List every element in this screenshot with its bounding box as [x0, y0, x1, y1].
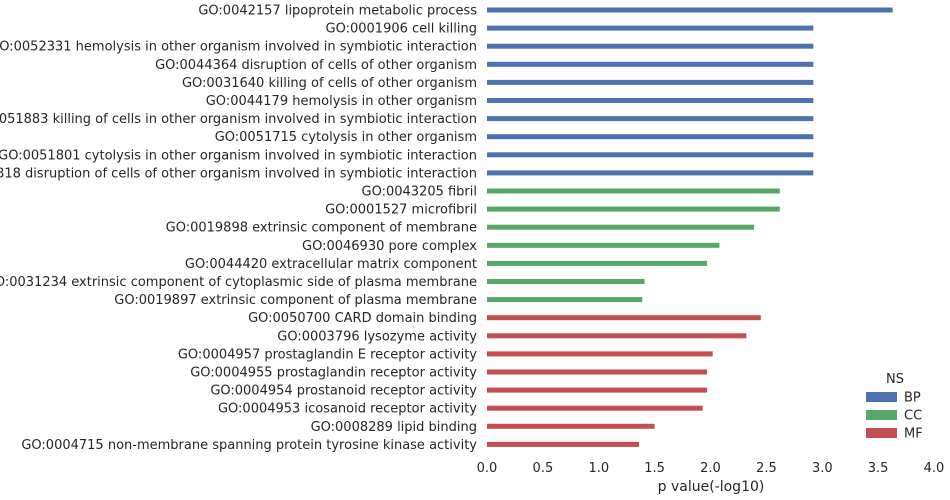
legend-label-mf: MF [904, 427, 923, 442]
bar-1 [487, 7, 893, 13]
category-label-25: GO:0004715 non-membrane spanning protein… [21, 438, 477, 453]
x-tick-label-4: 1.5 [644, 461, 665, 476]
category-label-7: GO:0051883 killing of cells in other org… [0, 112, 477, 127]
bar-20 [487, 351, 713, 357]
bar-21 [487, 369, 708, 375]
category-label-21: GO:0004955 prostaglandin receptor activi… [190, 366, 477, 381]
bars-group [487, 7, 893, 447]
bar-4 [487, 61, 814, 67]
category-label-13: GO:0019898 extrinsic component of membra… [166, 221, 477, 236]
category-label-4: GO:0044364 disruption of cells of other … [155, 58, 477, 73]
bar-14 [487, 242, 720, 248]
legend-swatch-cc [866, 410, 897, 420]
category-label-2: GO:0001906 cell killing [326, 22, 477, 37]
x-tick-label-1: 0.0 [477, 461, 498, 476]
category-label-16: GO:0031234 extrinsic component of cytopl… [0, 275, 477, 290]
legend-label-cc: CC [904, 409, 922, 424]
category-label-22: GO:0004954 prostanoid receptor activity [210, 384, 477, 399]
bar-13 [487, 224, 755, 230]
x-tick-label-3: 1.0 [588, 461, 609, 476]
bar-6 [487, 98, 814, 103]
x-tick-label-6: 2.5 [756, 461, 777, 476]
bar-10 [487, 170, 814, 176]
legend: NS BP CC MF [866, 372, 923, 442]
legend-label-bp: BP [904, 391, 921, 406]
x-tick-label-9: 4.0 [924, 461, 945, 476]
bar-18 [487, 315, 761, 321]
bar-19 [487, 333, 747, 339]
legend-swatch-bp [866, 392, 897, 402]
category-label-20: GO:0004957 prostaglandin E receptor acti… [178, 347, 477, 362]
category-label-14: GO:0046930 pore complex [302, 239, 477, 254]
bar-22 [487, 387, 708, 393]
x-tick-label-5: 2.0 [700, 461, 721, 476]
x-tick-label-8: 3.5 [868, 461, 889, 476]
category-label-17: GO:0019897 extrinsic component of plasma… [114, 293, 477, 308]
category-label-19: GO:0003796 lysozyme activity [277, 329, 477, 344]
bar-2 [487, 25, 814, 31]
x-tick-label-2: 0.5 [533, 461, 554, 476]
bar-9 [487, 152, 814, 158]
category-label-5: GO:0031640 killing of cells of other org… [182, 76, 477, 91]
bar-23 [487, 405, 703, 411]
bar-5 [487, 79, 814, 85]
bar-17 [487, 297, 643, 303]
bar-12 [487, 206, 780, 212]
legend-swatch-mf [866, 428, 897, 438]
bar-24 [487, 423, 655, 429]
category-label-3: GO:0052331 hemolysis in other organism i… [0, 40, 477, 55]
category-label-12: GO:0001527 microfibril [325, 203, 477, 218]
x-axis-label: p value(-log10) [658, 479, 765, 495]
bar-25 [487, 441, 639, 447]
category-label-1: GO:0042157 lipoprotein metabolic process [198, 4, 477, 19]
category-label-10: GO:0051818 disruption of cells of other … [0, 166, 477, 181]
category-label-15: GO:0044420 extracellular matrix componen… [185, 257, 477, 272]
legend-title: NS [886, 372, 904, 387]
bar-7 [487, 116, 814, 122]
category-label-23: GO:0004953 icosanoid receptor activity [218, 402, 477, 417]
bar-11 [487, 188, 780, 194]
category-label-9: GO:0051801 cytolysis in other organism i… [0, 148, 477, 163]
category-label-8: GO:0051715 cytolysis in other organism [215, 130, 477, 145]
category-labels: GO:0042157 lipoprotein metabolic process… [0, 4, 477, 453]
category-label-11: GO:0043205 fibril [362, 185, 478, 200]
bar-16 [487, 279, 645, 284]
category-label-6: GO:0044179 hemolysis in other organism [206, 94, 477, 109]
category-label-18: GO:0050700 CARD domain binding [248, 311, 477, 326]
bar-15 [487, 260, 708, 266]
x-tick-label-7: 3.0 [812, 461, 833, 476]
x-axis-ticks: 0.0 0.5 1.0 1.5 2.0 2.5 3.0 3.5 4.0 [477, 461, 945, 476]
bar-8 [487, 134, 814, 140]
category-label-24: GO:0008289 lipid binding [311, 420, 477, 435]
bar-3 [487, 43, 814, 49]
